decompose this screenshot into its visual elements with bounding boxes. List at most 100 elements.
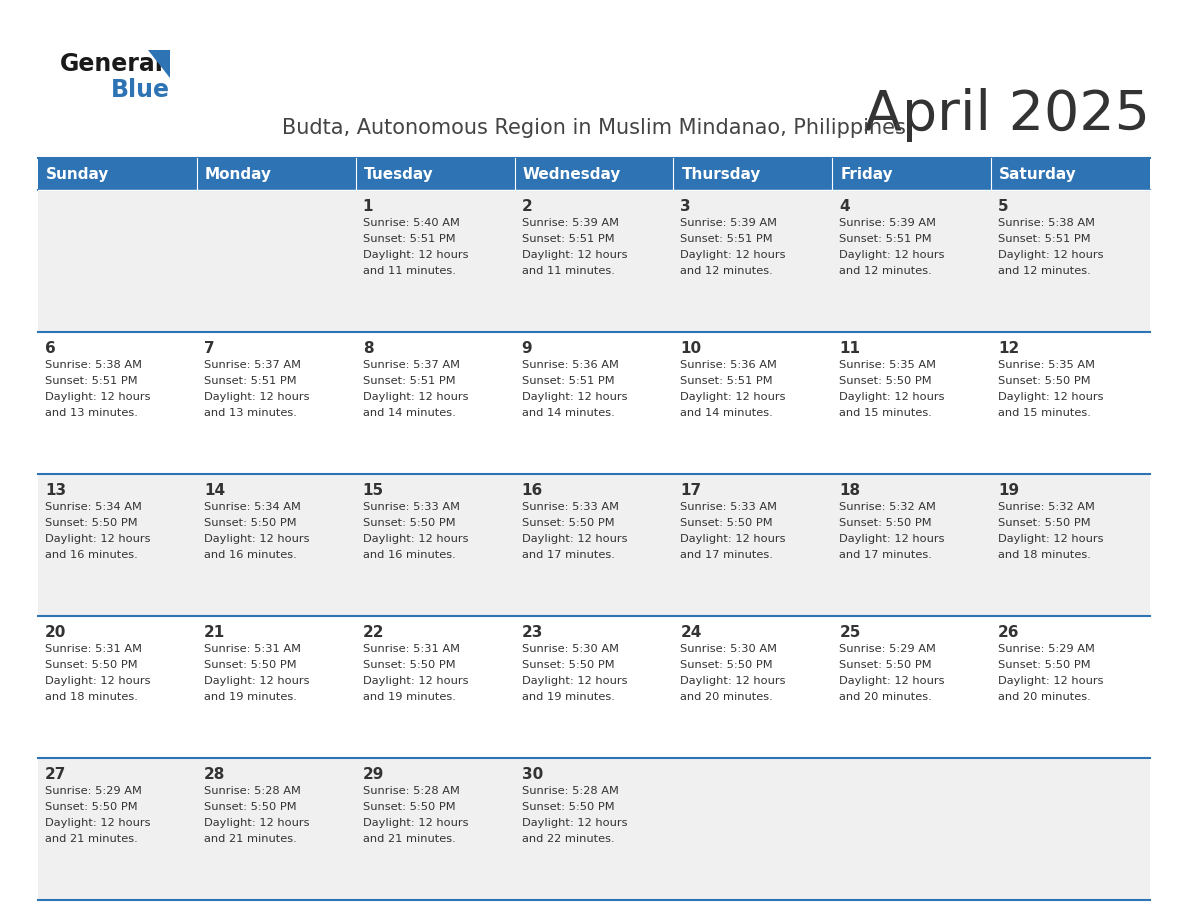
Text: 18: 18 [839, 483, 860, 498]
Text: Daylight: 12 hours: Daylight: 12 hours [45, 534, 151, 544]
Text: and 14 minutes.: and 14 minutes. [522, 408, 614, 418]
Text: 15: 15 [362, 483, 384, 498]
Text: April 2025: April 2025 [864, 88, 1150, 142]
Text: 29: 29 [362, 767, 384, 782]
Bar [355, 616, 514, 758]
Text: Daylight: 12 hours: Daylight: 12 hours [522, 818, 627, 828]
Text: Daylight: 12 hours: Daylight: 12 hours [362, 534, 468, 544]
Text: and 17 minutes.: and 17 minutes. [681, 550, 773, 560]
Text: and 12 minutes.: and 12 minutes. [839, 266, 933, 276]
Text: Daylight: 12 hours: Daylight: 12 hours [362, 250, 468, 260]
Bar [674, 616, 833, 758]
Bar [991, 158, 1150, 190]
Bar [38, 758, 197, 900]
Text: and 17 minutes.: and 17 minutes. [522, 550, 614, 560]
Polygon shape [148, 50, 170, 78]
Text: Tuesday: Tuesday [364, 166, 434, 182]
Text: Sunset: 5:50 PM: Sunset: 5:50 PM [681, 660, 773, 670]
Bar [991, 474, 1150, 616]
Text: and 11 minutes.: and 11 minutes. [522, 266, 614, 276]
Text: Sunrise: 5:33 AM: Sunrise: 5:33 AM [362, 502, 460, 512]
Text: and 14 minutes.: and 14 minutes. [681, 408, 773, 418]
Text: Sunrise: 5:29 AM: Sunrise: 5:29 AM [998, 644, 1095, 654]
Text: and 16 minutes.: and 16 minutes. [204, 550, 297, 560]
Text: Daylight: 12 hours: Daylight: 12 hours [45, 818, 151, 828]
Text: 3: 3 [681, 199, 691, 214]
Text: Sunset: 5:51 PM: Sunset: 5:51 PM [681, 376, 773, 386]
Text: and 11 minutes.: and 11 minutes. [362, 266, 455, 276]
Text: Daylight: 12 hours: Daylight: 12 hours [681, 534, 786, 544]
Text: 2: 2 [522, 199, 532, 214]
Bar [991, 616, 1150, 758]
Text: Daylight: 12 hours: Daylight: 12 hours [998, 250, 1104, 260]
Text: Sunset: 5:50 PM: Sunset: 5:50 PM [839, 376, 931, 386]
Bar [833, 332, 991, 474]
Text: and 19 minutes.: and 19 minutes. [522, 692, 614, 702]
Text: 12: 12 [998, 341, 1019, 356]
Text: 14: 14 [204, 483, 225, 498]
Text: Sunrise: 5:40 AM: Sunrise: 5:40 AM [362, 218, 460, 228]
Bar [197, 190, 355, 332]
Text: Daylight: 12 hours: Daylight: 12 hours [204, 676, 309, 686]
Bar [674, 474, 833, 616]
Text: and 13 minutes.: and 13 minutes. [204, 408, 297, 418]
Text: Saturday: Saturday [999, 166, 1076, 182]
Text: Sunset: 5:51 PM: Sunset: 5:51 PM [681, 234, 773, 244]
Text: Daylight: 12 hours: Daylight: 12 hours [522, 534, 627, 544]
Text: and 12 minutes.: and 12 minutes. [998, 266, 1091, 276]
Text: 7: 7 [204, 341, 215, 356]
Text: Sunset: 5:50 PM: Sunset: 5:50 PM [522, 518, 614, 528]
Text: Thursday: Thursday [682, 166, 760, 182]
Text: and 20 minutes.: and 20 minutes. [681, 692, 773, 702]
Text: Sunset: 5:50 PM: Sunset: 5:50 PM [998, 518, 1091, 528]
Text: Sunset: 5:50 PM: Sunset: 5:50 PM [204, 660, 297, 670]
Text: Sunrise: 5:36 AM: Sunrise: 5:36 AM [681, 360, 777, 370]
Text: Sunrise: 5:30 AM: Sunrise: 5:30 AM [522, 644, 619, 654]
Text: Sunset: 5:50 PM: Sunset: 5:50 PM [45, 518, 138, 528]
Text: Blue: Blue [110, 78, 170, 102]
Bar [991, 190, 1150, 332]
Text: Daylight: 12 hours: Daylight: 12 hours [522, 676, 627, 686]
Bar [197, 474, 355, 616]
Bar [355, 474, 514, 616]
Text: Sunrise: 5:37 AM: Sunrise: 5:37 AM [362, 360, 460, 370]
Text: Sunset: 5:51 PM: Sunset: 5:51 PM [998, 234, 1091, 244]
Bar [674, 158, 833, 190]
Text: Sunrise: 5:28 AM: Sunrise: 5:28 AM [362, 786, 460, 796]
Text: Sunday: Sunday [46, 166, 109, 182]
Text: Sunrise: 5:29 AM: Sunrise: 5:29 AM [45, 786, 141, 796]
Text: Sunrise: 5:38 AM: Sunrise: 5:38 AM [45, 360, 143, 370]
Text: 27: 27 [45, 767, 67, 782]
Text: Daylight: 12 hours: Daylight: 12 hours [681, 250, 786, 260]
Text: Sunset: 5:50 PM: Sunset: 5:50 PM [204, 802, 297, 812]
Text: Sunset: 5:51 PM: Sunset: 5:51 PM [204, 376, 297, 386]
Text: Daylight: 12 hours: Daylight: 12 hours [362, 818, 468, 828]
Text: Sunrise: 5:28 AM: Sunrise: 5:28 AM [204, 786, 301, 796]
Text: 16: 16 [522, 483, 543, 498]
Text: Sunset: 5:51 PM: Sunset: 5:51 PM [522, 376, 614, 386]
Text: Sunset: 5:51 PM: Sunset: 5:51 PM [522, 234, 614, 244]
Text: Wednesday: Wednesday [523, 166, 621, 182]
Text: and 19 minutes.: and 19 minutes. [362, 692, 455, 702]
Bar [514, 190, 674, 332]
Text: Sunrise: 5:30 AM: Sunrise: 5:30 AM [681, 644, 777, 654]
Text: Sunrise: 5:32 AM: Sunrise: 5:32 AM [839, 502, 936, 512]
Text: and 16 minutes.: and 16 minutes. [45, 550, 138, 560]
Text: 6: 6 [45, 341, 56, 356]
Text: Sunrise: 5:34 AM: Sunrise: 5:34 AM [204, 502, 301, 512]
Text: and 20 minutes.: and 20 minutes. [998, 692, 1091, 702]
Bar [197, 616, 355, 758]
Text: Daylight: 12 hours: Daylight: 12 hours [998, 392, 1104, 402]
Bar [833, 758, 991, 900]
Bar [674, 332, 833, 474]
Bar [833, 474, 991, 616]
Bar [674, 758, 833, 900]
Bar [197, 158, 355, 190]
Text: Daylight: 12 hours: Daylight: 12 hours [204, 534, 309, 544]
Bar [38, 190, 197, 332]
Text: Sunrise: 5:35 AM: Sunrise: 5:35 AM [839, 360, 936, 370]
Text: and 15 minutes.: and 15 minutes. [998, 408, 1091, 418]
Text: Sunset: 5:50 PM: Sunset: 5:50 PM [204, 518, 297, 528]
Text: Daylight: 12 hours: Daylight: 12 hours [681, 392, 786, 402]
Text: Sunset: 5:51 PM: Sunset: 5:51 PM [362, 376, 455, 386]
